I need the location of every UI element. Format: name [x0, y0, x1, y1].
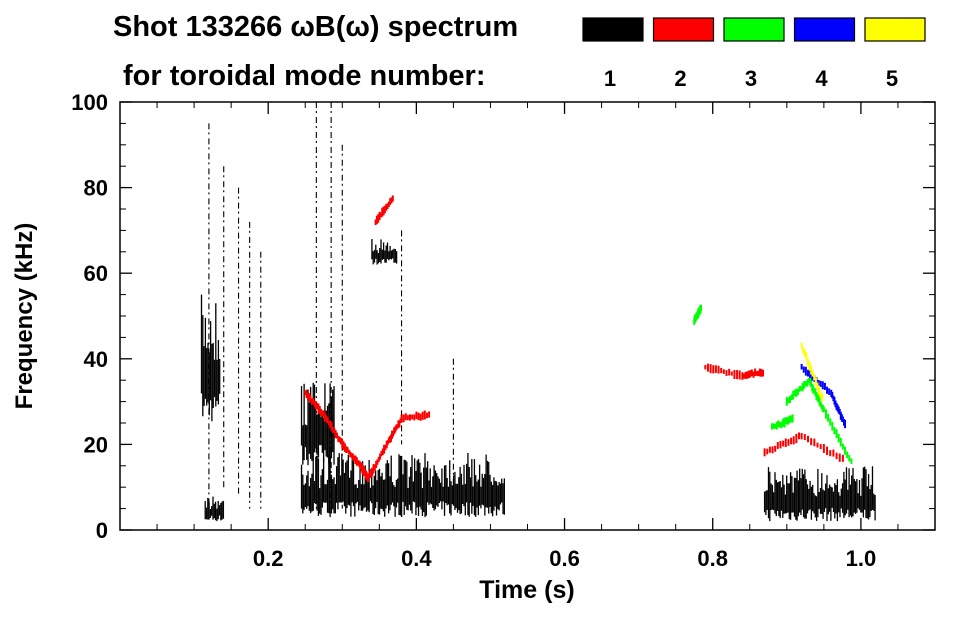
- legend-label-4: 4: [815, 66, 828, 91]
- mode-2-track-1: [367, 410, 431, 483]
- legend-label-1: 1: [604, 66, 616, 91]
- x-tick-0.8: 0.8: [697, 546, 728, 571]
- y-tick-40: 40: [84, 347, 108, 372]
- y-tick-60: 60: [84, 261, 108, 286]
- series-mode-2: [304, 195, 844, 483]
- y-axis-label: Frequency (kHz): [11, 223, 38, 410]
- plot-frame: [119, 101, 936, 531]
- series-mode-4: [800, 363, 847, 429]
- mode-2-track-4: [763, 432, 844, 462]
- mode-2-track-0: [304, 389, 369, 482]
- mode-1-region-1: [204, 496, 225, 522]
- mode-5-track-0: [800, 342, 824, 402]
- mode-3-track-2: [771, 414, 794, 430]
- series-mode-1: [200, 102, 876, 522]
- x-tick-0.2: 0.2: [253, 546, 284, 571]
- mode-1-region-2: [300, 453, 505, 518]
- chart-title: Shot 133266 ωB(ω) spectrum: [113, 11, 518, 43]
- x-tick-0.4: 0.4: [401, 546, 432, 571]
- axes: 0.2 0.4 0.6 0.8 1.0 0 20 40 60 80 100: [71, 90, 935, 571]
- legend-label-2: 2: [674, 66, 686, 91]
- legend-swatch-4: [793, 17, 856, 42]
- mode-4-track-0: [800, 363, 847, 429]
- mode-1-region-5: [763, 466, 876, 522]
- y-tick-20: 20: [84, 432, 108, 457]
- mode-1-region-4: [371, 238, 398, 265]
- chart-title-line2: for toroidal mode number:: [123, 60, 486, 92]
- series-mode-5: [800, 342, 824, 402]
- legend: 1 2 3 4 5: [582, 17, 926, 91]
- series-mode-3: [693, 304, 853, 464]
- y-tick-100: 100: [71, 90, 108, 115]
- x-axis-label: Time (s): [479, 576, 574, 604]
- mode-3-track-1: [785, 377, 853, 464]
- plot-data: [200, 102, 876, 522]
- mode-2-track-3: [704, 363, 765, 380]
- legend-label-3: 3: [745, 66, 757, 91]
- x-tick-0.6: 0.6: [549, 546, 580, 571]
- x-tick-1.0: 1.0: [846, 546, 877, 571]
- y-tick-80: 80: [84, 176, 108, 201]
- y-tick-0: 0: [96, 518, 108, 543]
- legend-swatch-5: [864, 17, 926, 42]
- mode-1-region-0: [200, 294, 221, 422]
- mode-3-track-0: [693, 304, 703, 325]
- legend-swatch-1: [582, 17, 644, 42]
- mode-2-track-2: [374, 195, 394, 226]
- legend-swatch-2: [652, 17, 715, 42]
- legend-swatch-3: [723, 17, 785, 42]
- legend-label-5: 5: [886, 66, 898, 91]
